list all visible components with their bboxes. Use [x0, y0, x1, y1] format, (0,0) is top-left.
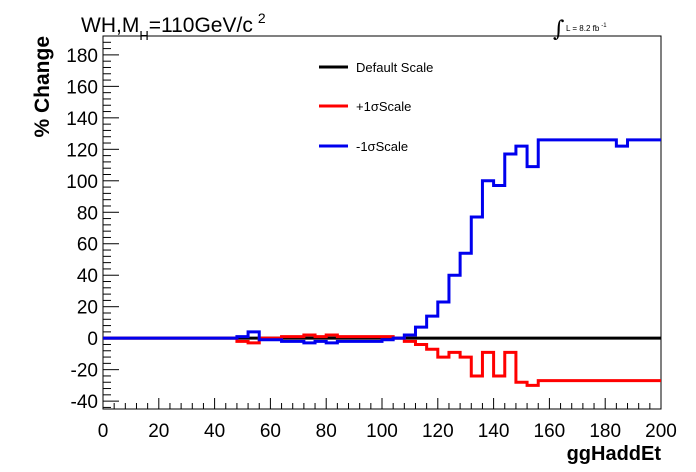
x-tick-label: 40 — [204, 421, 225, 442]
y-tick-label: 40 — [77, 266, 98, 287]
axes: 0 20 40 60 80 100 120 140 160 180 200 -40 -20 0 20 40 60… — [66, 41, 677, 442]
y-tick-label: 140 — [66, 109, 98, 130]
y-tick-label: 120 — [66, 140, 98, 161]
y-tick-label: 160 — [66, 77, 98, 98]
series-minus-1sigma-scale — [103, 138, 661, 345]
series-layer — [103, 138, 661, 387]
luminosity-label: ∫ L = 8.2 fb -1 — [553, 17, 607, 42]
x-tick-label: 200 — [645, 421, 677, 442]
y-tick-label: -20 — [71, 361, 98, 382]
plot-frame — [102, 35, 662, 410]
x-tick-label: 160 — [534, 421, 566, 442]
x-tick-label: 180 — [589, 421, 621, 442]
legend-label-minus: -1σScale — [356, 139, 408, 154]
x-tick-label: 60 — [260, 421, 281, 442]
chart-title: WH,MH=110GeV/c 2 — [81, 10, 266, 43]
series-plus-1sigma-scale — [103, 333, 661, 387]
svg-text:L = 8.2 fb-1: L = 8.2 fb -1 — [566, 23, 607, 33]
title-main: WH,M — [81, 14, 139, 37]
luminosity-exponent: -1 — [601, 23, 607, 29]
x-tick-label: 140 — [478, 421, 510, 442]
integral-symbol: ∫ — [553, 17, 565, 42]
x-tick-label: 0 — [98, 421, 109, 442]
title-tail: =110GeV/c — [149, 14, 253, 37]
y-tick-label: -40 — [71, 392, 98, 413]
y-tick-label: 60 — [77, 235, 98, 256]
title-superscript: 2 — [258, 10, 266, 26]
y-tick-label: 180 — [66, 46, 98, 67]
legend: Default Scale +1σScale -1σScale — [319, 60, 433, 154]
x-tick-label: 20 — [148, 421, 169, 442]
y-tick-label: 100 — [66, 172, 98, 193]
y-tick-label: 20 — [77, 298, 98, 319]
legend-label-plus: +1σScale — [356, 99, 411, 114]
y-tick-label: 0 — [87, 329, 98, 350]
luminosity-text: L = 8.2 fb — [566, 24, 600, 33]
x-tick-label: 80 — [316, 421, 337, 442]
y-axis-title: % Change — [31, 36, 54, 138]
x-tick-label: 120 — [422, 421, 454, 442]
x-tick-label: 100 — [366, 421, 398, 442]
x-axis-title: ggHaddEt — [567, 443, 662, 465]
y-tick-label: 80 — [77, 203, 98, 224]
legend-label-default: Default Scale — [356, 60, 433, 75]
